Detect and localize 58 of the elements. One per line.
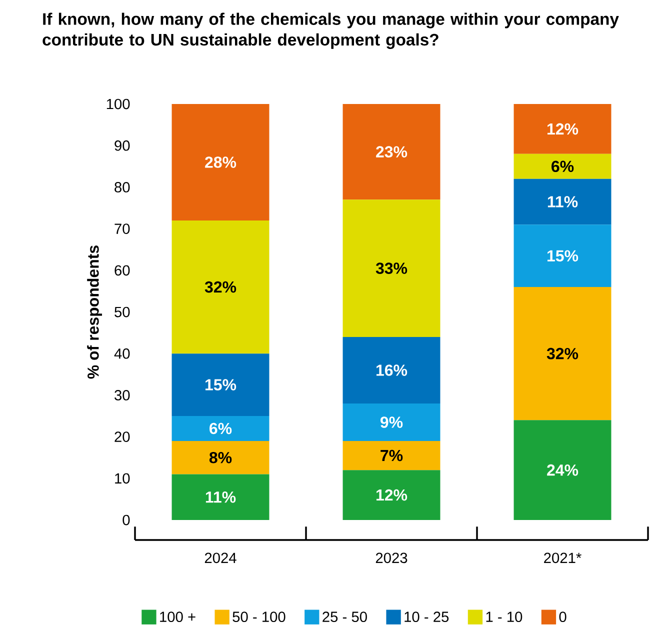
legend-label: 1 - 10 bbox=[486, 612, 522, 622]
data-label: 33% bbox=[376, 262, 408, 274]
data-label: 12% bbox=[547, 123, 578, 135]
y-axis-title: % of respondents bbox=[87, 246, 102, 379]
bar bbox=[172, 354, 270, 416]
data-label: 11% bbox=[548, 196, 578, 208]
bar bbox=[342, 440, 440, 470]
y-tick-label: 90 bbox=[114, 140, 130, 151]
data-label: 6% bbox=[210, 422, 232, 434]
data-label: 11% bbox=[206, 491, 236, 503]
bar bbox=[172, 440, 270, 474]
y-tick-label: 100 bbox=[106, 98, 130, 110]
bar bbox=[514, 287, 612, 420]
bar bbox=[172, 416, 270, 441]
legend-label: 100 + bbox=[160, 612, 196, 622]
bar bbox=[172, 474, 270, 520]
data-label: 24% bbox=[547, 464, 578, 476]
bar bbox=[342, 200, 440, 337]
y-tick-label: 50 bbox=[114, 306, 130, 318]
y-tick-label: 30 bbox=[114, 390, 130, 400]
legend-label: 25 - 50 bbox=[322, 612, 367, 622]
legend-label: 50 - 100 bbox=[232, 612, 286, 622]
bar bbox=[342, 104, 440, 200]
data-label: 8% bbox=[209, 452, 232, 464]
y-tick-label: 0 bbox=[122, 514, 130, 526]
y-tick-label: 20 bbox=[114, 432, 130, 442]
bar bbox=[342, 404, 440, 441]
data-label: 15% bbox=[205, 379, 236, 390]
data-label: 16% bbox=[376, 364, 408, 376]
data-label: 9% bbox=[380, 416, 403, 428]
bar bbox=[514, 154, 612, 179]
x-tick-label: 2021* bbox=[544, 552, 582, 564]
data-label: 32% bbox=[546, 348, 578, 360]
data-label: 6% bbox=[552, 160, 574, 172]
data-label: 23% bbox=[376, 146, 408, 158]
data-label: 7% bbox=[380, 450, 403, 462]
chart-title: If known, how many of the chemicals you manage within your company contribute to UN sustainable development goals? bbox=[42, 12, 619, 49]
bar bbox=[342, 470, 440, 520]
data-label: 28% bbox=[205, 156, 236, 168]
y-tick-label: 80 bbox=[114, 182, 130, 192]
bar bbox=[514, 104, 612, 154]
x-tick-label: 2024 bbox=[204, 552, 236, 564]
y-tick-label: 10 bbox=[115, 473, 130, 484]
bar bbox=[172, 220, 270, 354]
bar bbox=[342, 336, 440, 404]
data-label: 12% bbox=[376, 489, 408, 501]
x-tick-label: 2023 bbox=[376, 552, 408, 564]
bar bbox=[514, 224, 612, 288]
y-tick-label: 60 bbox=[114, 265, 130, 276]
bar bbox=[514, 178, 612, 225]
y-tick-label: 70 bbox=[114, 224, 130, 234]
legend-label: 10 - 25 bbox=[404, 612, 449, 622]
data-label: 15% bbox=[547, 250, 578, 262]
legend-label: 0 bbox=[559, 612, 566, 622]
y-tick-label: 40 bbox=[114, 348, 130, 359]
data-label: 32% bbox=[204, 281, 236, 293]
bar bbox=[172, 104, 270, 220]
bar bbox=[514, 420, 612, 520]
